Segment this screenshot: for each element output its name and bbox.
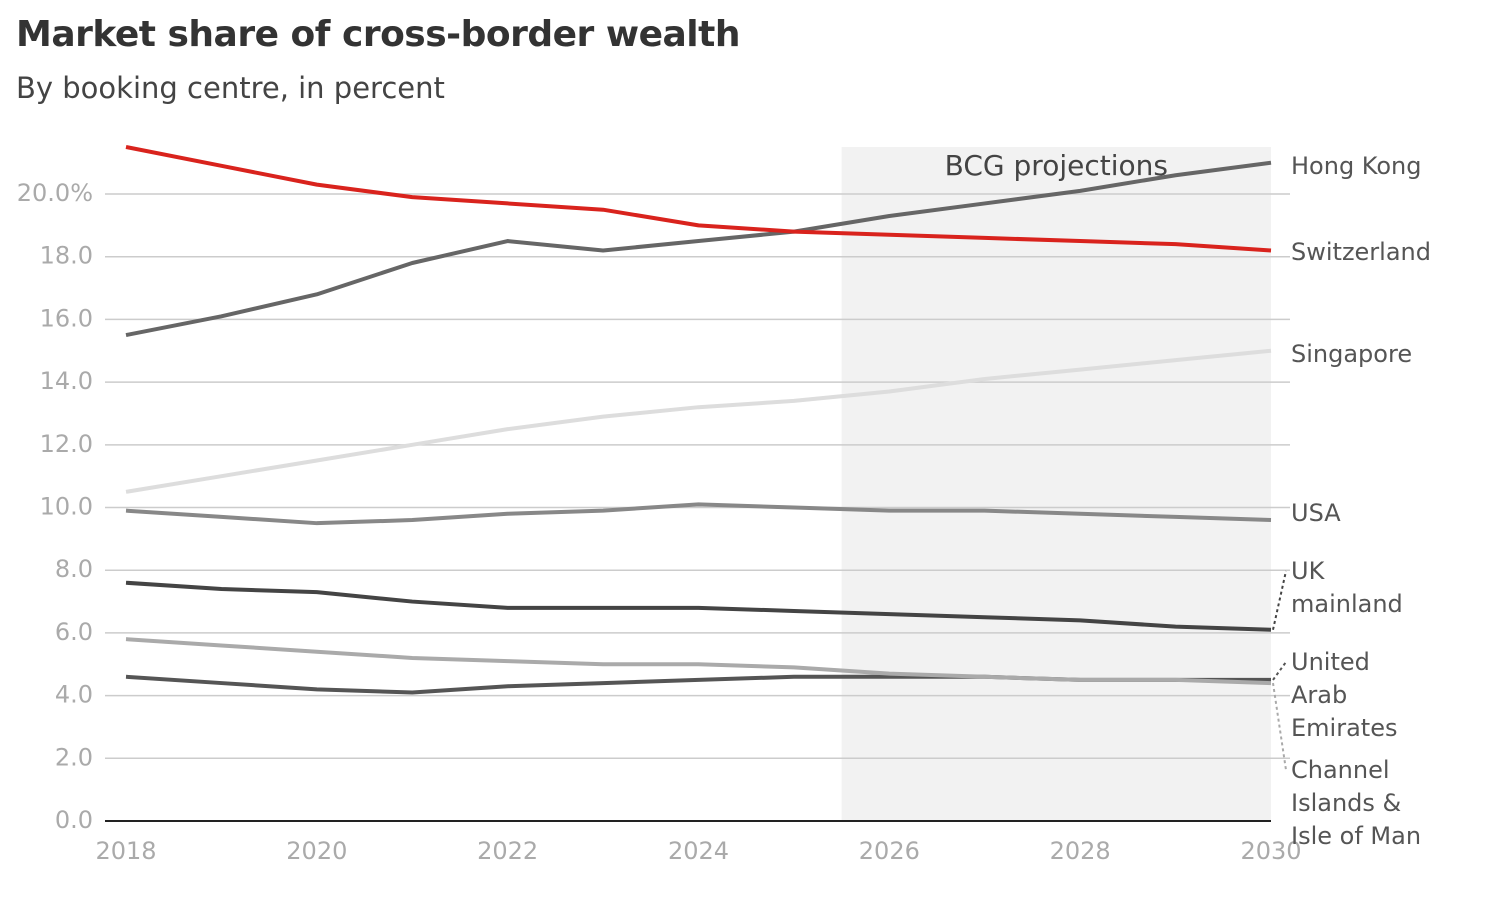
y-tick-label: 18.0 (40, 242, 93, 270)
label-connector (1272, 682, 1287, 771)
series-label: USA (1291, 499, 1341, 527)
x-tick-label: 2024 (668, 837, 729, 865)
series-label: Singapore (1291, 340, 1413, 368)
y-tick-label: 6.0 (55, 618, 93, 646)
series-line (125, 348, 1272, 494)
series-label: United Arab Emirates (1291, 648, 1398, 742)
x-tick-label: 2020 (286, 837, 347, 865)
series-label: UK mainland (1291, 557, 1403, 618)
x-tick-label: 2028 (1050, 837, 1111, 865)
x-tick-label: 2030 (1240, 837, 1301, 865)
y-tick-label: 8.0 (55, 555, 93, 583)
x-tick-label: 2018 (95, 837, 156, 865)
annotation: BCG projections (945, 149, 1168, 182)
series-line (125, 502, 1272, 526)
y-tick-label: 16.0 (40, 304, 93, 332)
y-tick-label: 12.0 (40, 430, 93, 458)
projection-band (841, 147, 1271, 821)
series-line (125, 160, 1272, 338)
x-tick-label: 2022 (477, 837, 538, 865)
y-tick-label: 4.0 (55, 681, 93, 709)
series-label: Hong Kong (1291, 152, 1422, 180)
chart-subtitle: By booking centre, in percent (16, 71, 445, 105)
x-tick-label: 2026 (859, 837, 920, 865)
label-connector (1272, 570, 1287, 630)
y-tick-label: 20.0% (17, 179, 93, 207)
series-label: Channel Islands & Isle of Man (1291, 756, 1422, 850)
series-line (125, 637, 1272, 686)
label-connector (1272, 661, 1287, 681)
series-line (125, 145, 1272, 253)
chart-title: Market share of cross-border wealth (16, 14, 740, 55)
y-tick-label: 10.0 (40, 493, 93, 521)
y-tick-label: 0.0 (55, 806, 93, 834)
series-line (125, 580, 1272, 632)
series-label: Switzerland (1291, 238, 1431, 266)
y-tick-label: 14.0 (40, 367, 93, 395)
y-tick-label: 2.0 (55, 743, 93, 771)
